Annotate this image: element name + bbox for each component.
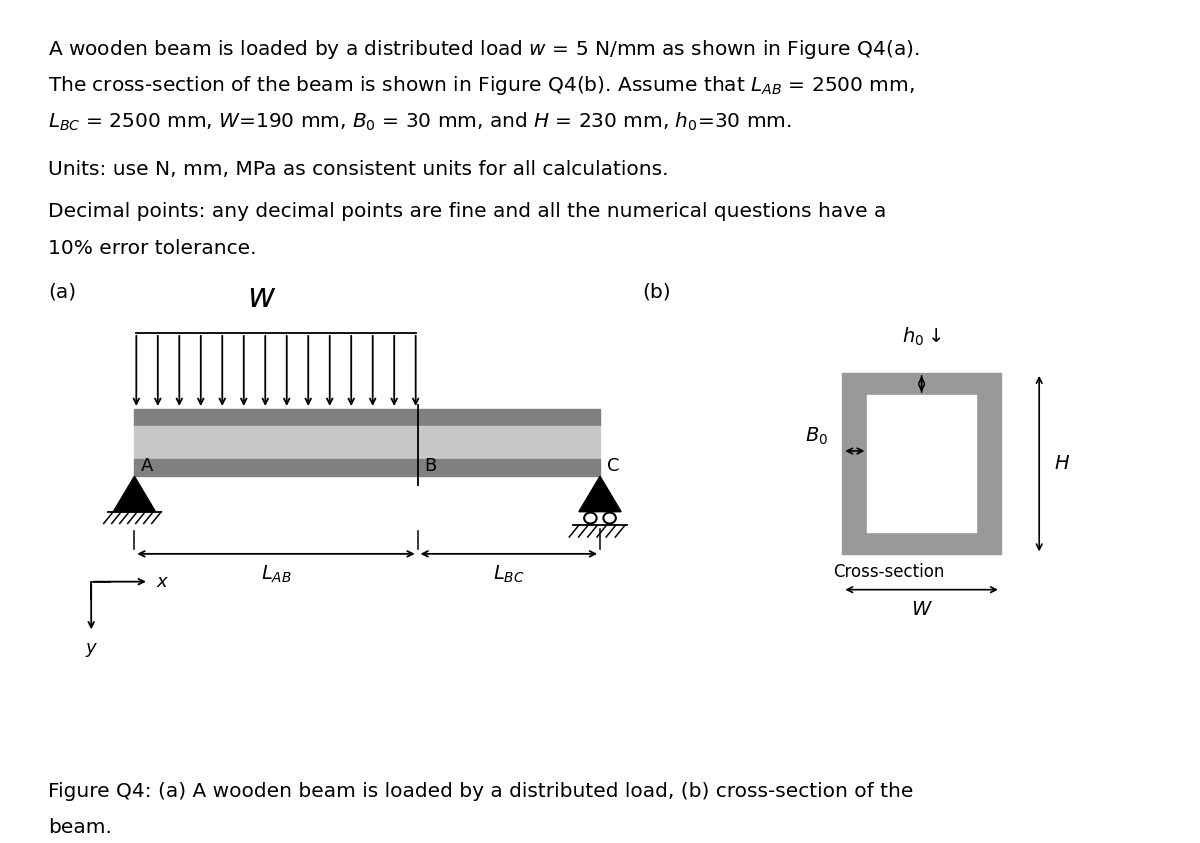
Text: $H$: $H$ <box>1054 454 1069 473</box>
Text: The cross-section of the beam is shown in Figure Q4(b). Assume that $L_{AB}$ = 2: The cross-section of the beam is shown i… <box>48 74 914 97</box>
Text: Units: use N, mm, MPa as consistent units for all calculations.: Units: use N, mm, MPa as consistent unit… <box>48 160 668 180</box>
Text: $W$: $W$ <box>911 602 932 620</box>
Text: (a): (a) <box>48 282 76 302</box>
Text: $\mathit{w}$: $\mathit{w}$ <box>247 282 276 314</box>
Text: $h_0\downarrow$: $h_0\downarrow$ <box>901 325 942 348</box>
Bar <box>134 409 600 426</box>
Bar <box>868 395 976 533</box>
Bar <box>134 459 600 476</box>
Text: B: B <box>425 457 437 475</box>
Text: $B_0$: $B_0$ <box>805 426 828 447</box>
Text: C: C <box>607 457 619 475</box>
Text: $L_{BC}$: $L_{BC}$ <box>493 564 524 585</box>
Text: Figure Q4: (a) A wooden beam is loaded by a distributed load, (b) cross-section : Figure Q4: (a) A wooden beam is loaded b… <box>48 782 913 802</box>
Bar <box>134 426 600 459</box>
Text: (b): (b) <box>642 282 671 302</box>
Text: A wooden beam is loaded by a distributed load $w$ = 5 N/mm as shown in Figure Q4: A wooden beam is loaded by a distributed… <box>48 38 919 61</box>
Text: A: A <box>142 457 154 475</box>
Text: Decimal points: any decimal points are fine and all the numerical questions have: Decimal points: any decimal points are f… <box>48 202 887 222</box>
Text: 10% error tolerance.: 10% error tolerance. <box>48 239 257 258</box>
Bar <box>842 373 1001 555</box>
Text: beam.: beam. <box>48 818 112 837</box>
Text: Cross-section: Cross-section <box>833 563 944 581</box>
Text: $y$: $y$ <box>84 641 98 658</box>
Polygon shape <box>578 476 622 512</box>
Text: $L_{BC}$ = 2500 mm, $W$=190 mm, $B_0$ = 30 mm, and $H$ = 230 mm, $h_0$=30 mm.: $L_{BC}$ = 2500 mm, $W$=190 mm, $B_0$ = … <box>48 110 792 132</box>
Text: $L_{AB}$: $L_{AB}$ <box>260 564 292 585</box>
Polygon shape <box>113 476 156 512</box>
Text: $x$: $x$ <box>156 572 169 591</box>
